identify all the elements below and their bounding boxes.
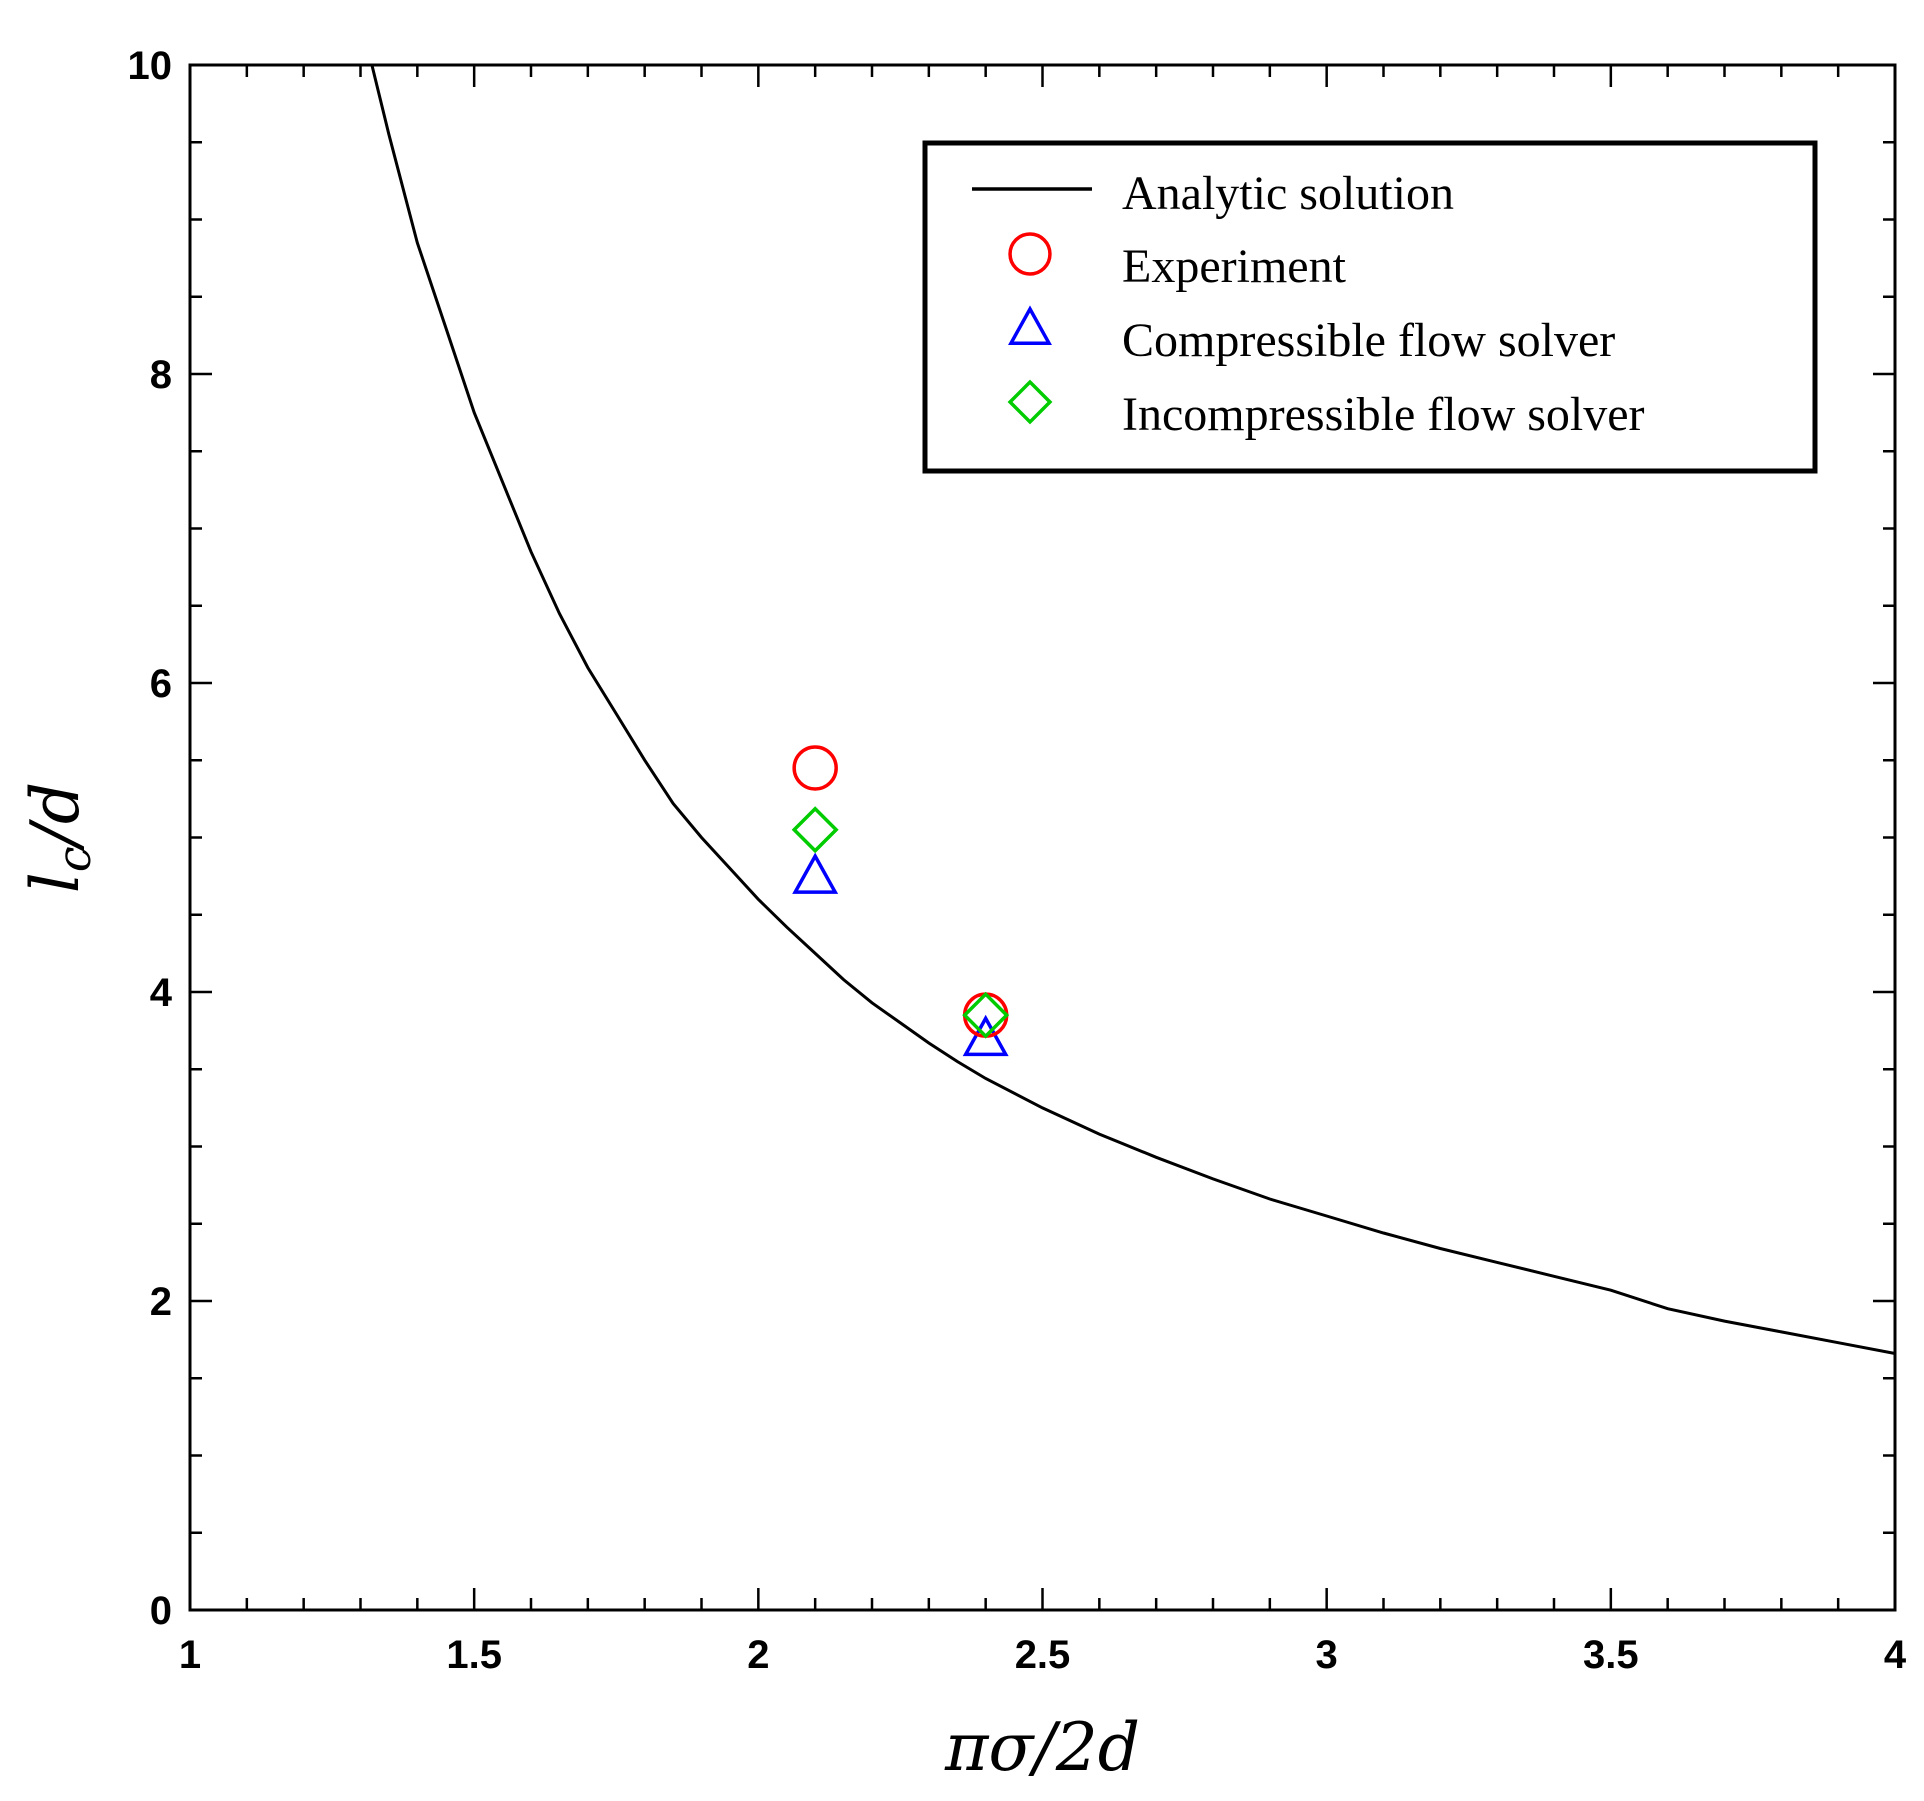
y-tick-label: 4 bbox=[150, 971, 173, 1015]
triangle-data-point bbox=[962, 1014, 1009, 1057]
y-tick-label: 0 bbox=[150, 1589, 172, 1633]
legend-diamond-symbol bbox=[1007, 379, 1053, 425]
legend-box bbox=[922, 140, 1818, 474]
analytic-solution-line bbox=[370, 64, 1896, 1355]
y-tick-label: 10 bbox=[128, 44, 173, 88]
y-axis-title-main: l bbox=[17, 872, 94, 893]
legend-triangle-symbol bbox=[1008, 305, 1052, 345]
legend: Analytic solution Experiment Compressible … bbox=[922, 140, 1818, 474]
diamond-data-point bbox=[791, 806, 839, 854]
plot-data bbox=[370, 64, 1896, 1355]
x-tick-label: 1.5 bbox=[446, 1633, 502, 1677]
y-axis-title: lc/d bbox=[17, 782, 101, 893]
x-tick-label: 2.5 bbox=[1015, 1633, 1071, 1677]
triangle-data-point bbox=[792, 852, 839, 894]
circle-data-point bbox=[792, 745, 838, 791]
axes: 1 1.5 2 2.5 3 3.5 4 0 2 4 6 8 10 bbox=[128, 44, 1907, 1677]
y-tick-label: 6 bbox=[150, 662, 172, 706]
y-tick-label: 8 bbox=[150, 353, 172, 397]
x-axis-title: πσ/2d bbox=[944, 1709, 1140, 1786]
x-tick-label: 3.5 bbox=[1583, 1633, 1639, 1677]
y-tick-label: 2 bbox=[150, 1280, 172, 1324]
legend-label: Incompressible flow solver bbox=[1122, 388, 1645, 441]
diamond-data-point bbox=[962, 991, 1010, 1039]
x-tick-label: 1 bbox=[179, 1633, 201, 1677]
x-tick-label: 2 bbox=[747, 1633, 769, 1677]
y-axis-title-subscript: c bbox=[47, 846, 101, 872]
x-tick-label: 4 bbox=[1884, 1633, 1907, 1677]
legend-label: Analytic solution bbox=[1122, 167, 1454, 220]
legend-label: Experiment bbox=[1122, 240, 1347, 293]
legend-label: Compressible flow solver bbox=[1122, 314, 1615, 367]
y-axis-title-rest: /d bbox=[17, 782, 94, 853]
legend-circle-symbol bbox=[1008, 232, 1052, 276]
x-tick-label: 3 bbox=[1316, 1633, 1338, 1677]
